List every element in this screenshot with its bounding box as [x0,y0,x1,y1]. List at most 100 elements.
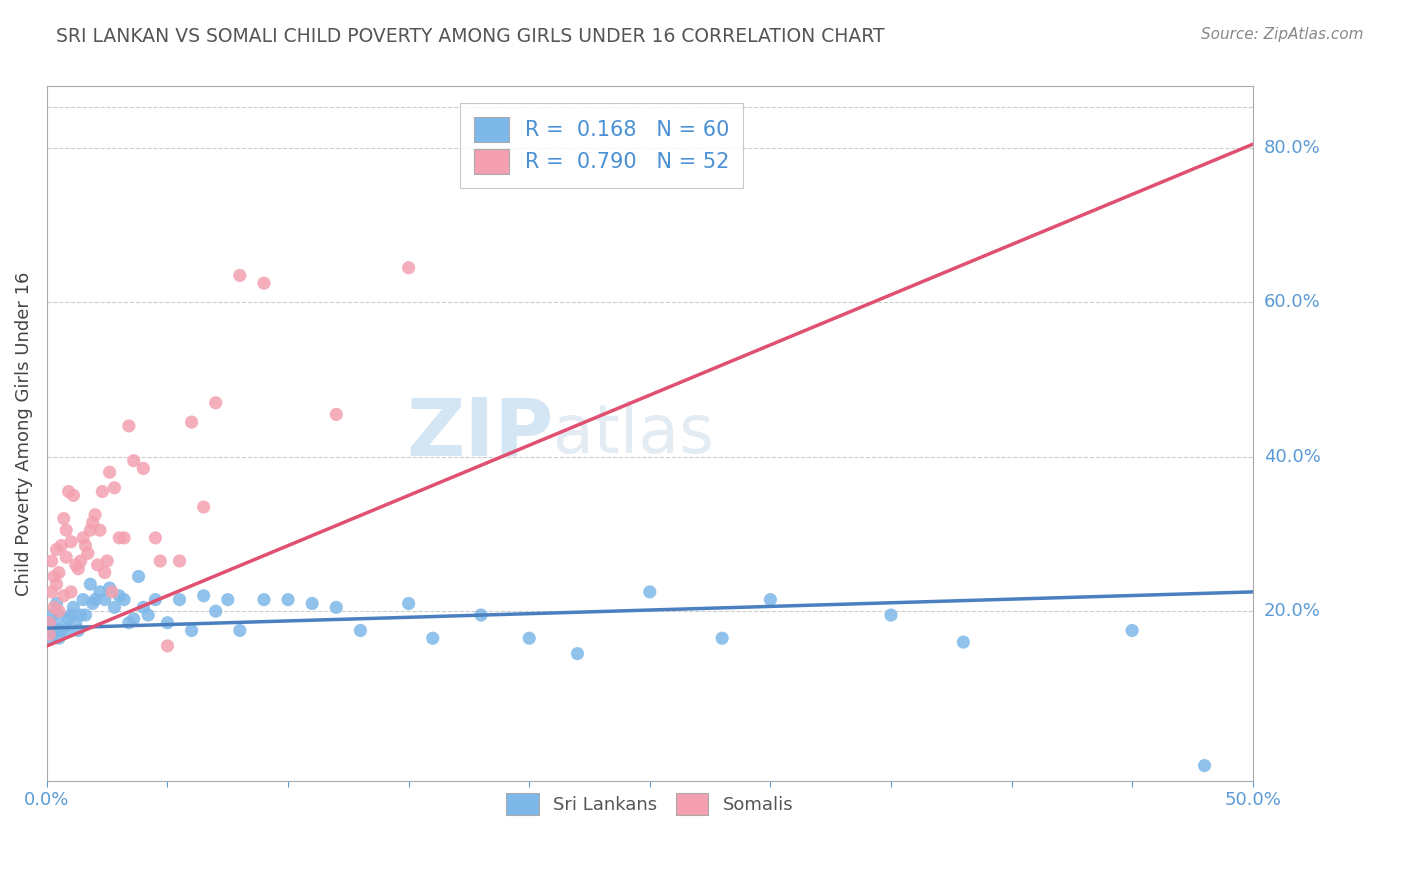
Point [58,612,80,626]
Point [72,592,94,607]
Point [75,539,97,553]
Point [169,554,191,568]
Point [52,511,75,525]
Point [103,481,125,495]
Point [51,624,73,638]
Point [325,600,347,615]
Point [101,585,124,599]
Point [72,531,94,545]
Point [204,396,226,410]
Point [711,631,734,645]
Point [952,635,974,649]
Point [41,585,63,599]
Point [41,631,63,645]
Point [48,566,70,580]
Point [517,631,540,645]
Point [65,615,87,630]
Point [82,516,104,530]
Point [42,624,65,638]
Point [103,600,125,615]
Point [58,484,80,499]
Point [38,615,60,630]
Point [193,500,215,514]
Point [52,589,75,603]
Point [118,419,141,434]
Point [48,604,70,618]
Point [180,415,202,429]
Point [41,608,63,623]
Point [38,624,60,638]
Point [62,600,84,615]
Point [94,592,117,607]
Point [62,488,84,502]
Point [67,562,90,576]
Point [180,624,202,638]
Point [84,508,107,522]
Point [108,531,131,545]
Point [45,542,67,557]
Point [96,554,118,568]
Point [398,260,420,275]
Text: 40.0%: 40.0% [1264,448,1320,466]
Text: ZIP: ZIP [406,394,554,473]
Point [204,604,226,618]
Point [45,577,67,591]
Point [94,566,117,580]
Point [253,592,276,607]
Point [638,585,661,599]
Point [41,554,63,568]
Point [91,484,114,499]
Point [156,639,179,653]
Point [79,577,101,591]
Point [1194,758,1216,772]
Point [77,546,100,560]
Point [217,592,239,607]
Point [567,647,589,661]
Point [42,600,65,615]
Point [55,550,77,565]
Text: SRI LANKAN VS SOMALI CHILD POVERTY AMONG GIRLS UNDER 16 CORRELATION CHART: SRI LANKAN VS SOMALI CHILD POVERTY AMONG… [56,27,884,45]
Point [45,624,67,638]
Point [38,615,60,630]
Point [60,608,83,623]
Point [55,523,77,537]
Point [65,558,87,572]
Point [60,585,83,599]
Point [52,620,75,634]
Point [42,620,65,634]
Legend: Sri Lankans, Somalis: Sri Lankans, Somalis [498,784,803,824]
Point [880,608,903,623]
Point [38,627,60,641]
Point [253,276,276,290]
Point [470,608,492,623]
Point [422,631,444,645]
Point [89,585,111,599]
Text: 60.0%: 60.0% [1264,293,1320,311]
Point [48,608,70,623]
Point [48,631,70,645]
Point [122,612,145,626]
Point [229,268,252,283]
Point [84,592,107,607]
Point [398,597,420,611]
Point [69,608,91,623]
Point [128,569,150,583]
Point [145,592,167,607]
Y-axis label: Child Poverty Among Girls Under 16: Child Poverty Among Girls Under 16 [15,271,32,596]
Point [149,554,172,568]
Text: 80.0%: 80.0% [1264,139,1320,157]
Point [325,408,347,422]
Point [136,608,159,623]
Point [132,461,155,475]
Point [98,581,121,595]
Text: Source: ZipAtlas.com: Source: ZipAtlas.com [1201,27,1364,42]
Point [349,624,371,638]
Point [89,523,111,537]
Point [145,531,167,545]
Point [55,624,77,638]
Point [75,608,97,623]
Point [98,465,121,479]
Point [759,592,782,607]
Point [45,597,67,611]
Point [122,453,145,467]
